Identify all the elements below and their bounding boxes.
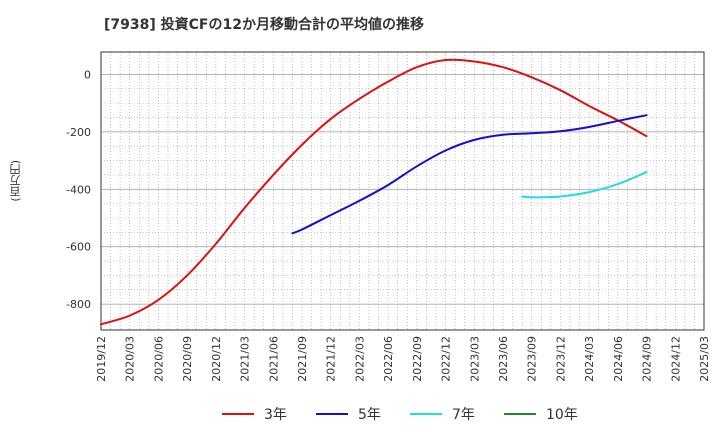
x-tick-label: 2021/09 — [296, 336, 309, 382]
legend-label: 3年 — [264, 407, 287, 423]
y-tick-label: -600 — [66, 241, 91, 254]
series-lines — [100, 58, 648, 326]
x-tick-label: 2022/09 — [411, 336, 424, 382]
series-line-2 — [291, 114, 648, 235]
y-tick-label: 0 — [84, 68, 91, 81]
x-tick-label: 2025/03 — [698, 336, 711, 382]
x-tick-label: 2024/06 — [612, 336, 625, 382]
x-tick-label: 2021/03 — [239, 336, 252, 382]
grid — [100, 52, 705, 330]
x-tick-label: 2022/06 — [382, 336, 395, 382]
series-line-3 — [521, 171, 648, 199]
x-tick-label: 2023/06 — [497, 336, 510, 382]
series-line-1 — [100, 58, 648, 326]
y-tick-label: -800 — [66, 298, 91, 311]
x-tick-label: 2022/03 — [353, 336, 366, 382]
x-tick-label: 2019/12 — [95, 336, 108, 382]
y-tick-label: -400 — [66, 183, 91, 196]
legend-label: 5年 — [358, 407, 381, 423]
x-tick-label: 2020/03 — [124, 336, 137, 382]
legend: 3年 5年 7年 10年 — [222, 407, 578, 423]
x-tick-label: 2020/12 — [210, 336, 223, 382]
y-tick-label: -200 — [66, 126, 91, 139]
plot-frame — [100, 51, 705, 331]
x-tick-label: 2021/06 — [267, 336, 280, 382]
legend-label: 7年 — [452, 407, 475, 423]
x-tick-label: 2022/12 — [440, 336, 453, 382]
x-tick-label: 2024/12 — [669, 336, 682, 382]
x-tick-label: 2023/03 — [468, 336, 481, 382]
plot-area — [101, 52, 704, 330]
x-tick-label: 2024/09 — [641, 336, 654, 382]
x-tick-label: 2020/06 — [152, 336, 165, 382]
x-tick-label: 2020/09 — [181, 336, 194, 382]
x-tick-label: 2023/12 — [554, 336, 567, 382]
x-tick-label: 2023/09 — [526, 336, 539, 382]
axes: 0 -200 -400 -600 -800 2019/12 2020/03 2020/06 20… — [66, 51, 711, 382]
chart-title: [7938] 投資CFの12か月移動合計の平均値の推移 — [104, 17, 424, 33]
x-tick-label: 2021/12 — [325, 336, 338, 382]
legend-label: 10年 — [546, 407, 578, 423]
x-tick-label: 2024/03 — [583, 336, 596, 382]
